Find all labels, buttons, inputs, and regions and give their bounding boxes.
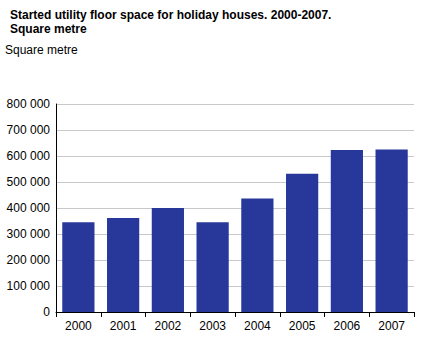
svg-text:500 000: 500 000: [7, 175, 51, 189]
svg-text:700 000: 700 000: [7, 123, 51, 137]
svg-text:2001: 2001: [110, 319, 137, 333]
svg-text:400 000: 400 000: [7, 201, 51, 215]
svg-text:2007: 2007: [378, 319, 405, 333]
svg-text:2005: 2005: [289, 319, 316, 333]
svg-text:0: 0: [43, 305, 50, 319]
svg-text:300 000: 300 000: [7, 227, 51, 241]
svg-text:Square metre: Square metre: [5, 43, 78, 57]
svg-text:2000: 2000: [65, 319, 92, 333]
svg-text:600 000: 600 000: [7, 149, 51, 163]
svg-text:2006: 2006: [334, 319, 361, 333]
svg-text:200 000: 200 000: [7, 253, 51, 267]
svg-text:100 000: 100 000: [7, 279, 51, 293]
svg-text:Square metre: Square metre: [10, 22, 87, 36]
svg-text:2004: 2004: [244, 319, 271, 333]
svg-text:800 000: 800 000: [7, 97, 51, 111]
svg-text:2002: 2002: [155, 319, 182, 333]
svg-text:Started utility floor space fo: Started utility floor space for holiday …: [10, 8, 331, 22]
svg-text:2003: 2003: [199, 319, 226, 333]
